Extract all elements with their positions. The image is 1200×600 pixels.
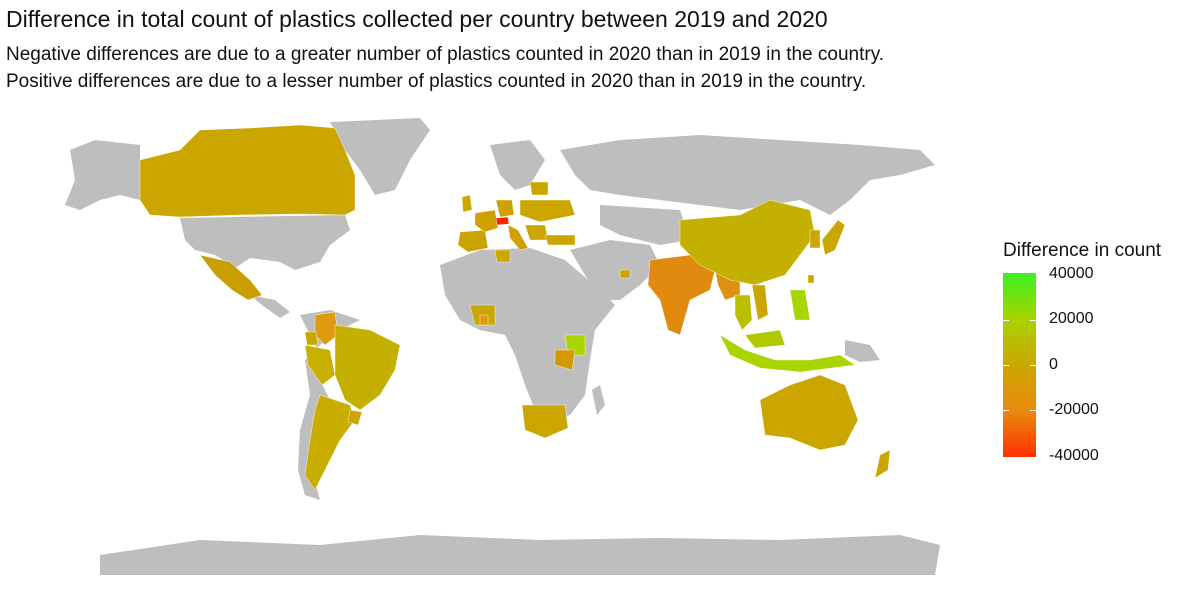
mexico [199, 254, 263, 301]
indonesia [719, 334, 856, 373]
switzerland [495, 216, 510, 226]
taiwan [807, 274, 815, 284]
russia [560, 135, 935, 215]
legend-tick-label: 0 [1049, 356, 1058, 373]
uk [461, 194, 473, 213]
legend-tick-label: -40000 [1049, 447, 1099, 464]
australia [759, 374, 859, 451]
japan [821, 219, 846, 256]
legend-tick-label: 40000 [1049, 265, 1094, 282]
madagascar [592, 385, 605, 415]
uruguay [347, 409, 363, 426]
scandinavia [490, 140, 545, 190]
balkans [524, 224, 549, 241]
central-america [250, 295, 290, 318]
legend-tickmark-right [1030, 320, 1036, 321]
south-africa [521, 404, 569, 439]
colombia [314, 311, 339, 346]
usa [180, 215, 350, 270]
tanzania [554, 349, 576, 371]
legend-tickmark-left [1003, 320, 1009, 321]
antarctica [100, 535, 940, 575]
ecuador [304, 331, 319, 346]
turkey [544, 234, 576, 246]
chart-title: Difference in total count of plastics co… [6, 6, 828, 32]
morocco [494, 249, 511, 263]
greenland [330, 118, 430, 195]
uae [619, 269, 631, 279]
korea [809, 229, 821, 249]
italy [507, 224, 529, 251]
subtitle-line-1: Negative differences are due to a greate… [6, 44, 885, 65]
poland-ukraine [519, 199, 576, 223]
peru [304, 344, 336, 386]
thailand [734, 294, 753, 331]
legend-tick-label: 20000 [1049, 310, 1094, 327]
legend-tick-label: -20000 [1049, 401, 1099, 418]
middle-east [570, 240, 660, 300]
central-asia [600, 205, 690, 245]
new-guinea [845, 340, 880, 362]
baltics [529, 181, 549, 196]
china [679, 199, 816, 286]
togo [479, 314, 489, 326]
new-zealand [874, 449, 891, 479]
canada [139, 124, 356, 218]
spain [457, 229, 489, 253]
countries-with-data [139, 124, 891, 491]
africa [440, 248, 615, 420]
legend-tickmark-left [1003, 365, 1009, 366]
alaska [65, 140, 140, 210]
legend-tickmark-right [1030, 365, 1036, 366]
brazil [334, 324, 401, 411]
vietnam [751, 284, 769, 321]
legend-tickmark-left [1003, 410, 1009, 411]
legend-tickmark-right [1030, 410, 1036, 411]
malaysia [744, 329, 786, 349]
germany [495, 199, 515, 218]
france [474, 209, 499, 233]
subtitle-line-2: Positive differences are due to a lesser… [6, 71, 867, 92]
philippines [789, 289, 811, 321]
legend-title: Difference in count [1003, 240, 1162, 261]
